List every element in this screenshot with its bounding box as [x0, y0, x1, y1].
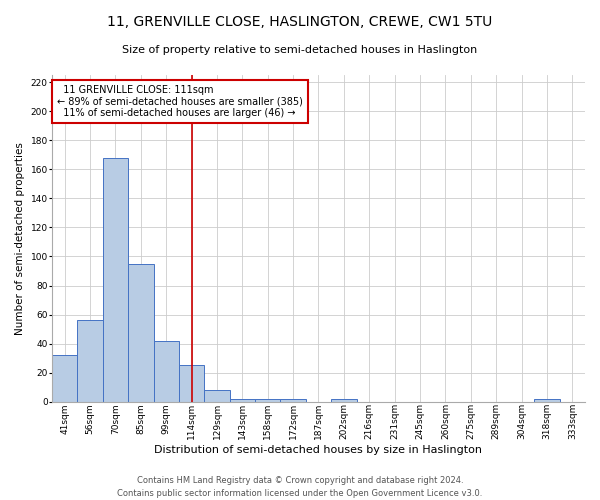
Bar	[280, 399, 306, 402]
Bar	[179, 366, 204, 402]
Bar	[52, 355, 77, 402]
Text: Size of property relative to semi-detached houses in Haslington: Size of property relative to semi-detach…	[122, 45, 478, 55]
Bar	[230, 399, 255, 402]
Text: Contains HM Land Registry data © Crown copyright and database right 2024.
Contai: Contains HM Land Registry data © Crown c…	[118, 476, 482, 498]
Bar	[255, 399, 280, 402]
Bar	[128, 264, 154, 402]
Bar	[154, 340, 179, 402]
Y-axis label: Number of semi-detached properties: Number of semi-detached properties	[15, 142, 25, 335]
Bar	[534, 399, 560, 402]
Text: 11 GRENVILLE CLOSE: 111sqm
← 89% of semi-detached houses are smaller (385)
  11%: 11 GRENVILLE CLOSE: 111sqm ← 89% of semi…	[58, 85, 303, 118]
Bar	[77, 320, 103, 402]
X-axis label: Distribution of semi-detached houses by size in Haslington: Distribution of semi-detached houses by …	[154, 445, 482, 455]
Bar	[204, 390, 230, 402]
Text: 11, GRENVILLE CLOSE, HASLINGTON, CREWE, CW1 5TU: 11, GRENVILLE CLOSE, HASLINGTON, CREWE, …	[107, 15, 493, 29]
Bar	[331, 399, 356, 402]
Bar	[103, 158, 128, 402]
